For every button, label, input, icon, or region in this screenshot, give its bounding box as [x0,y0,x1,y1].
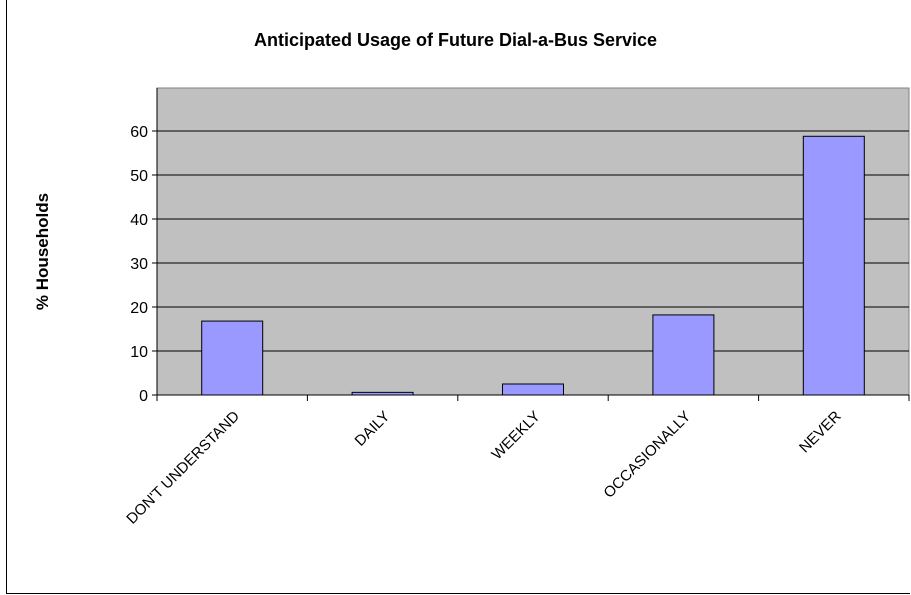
bar-3 [652,314,715,396]
chart-title: Anticipated Usage of Future Dial-a-Bus S… [253,30,658,50]
gridlines [157,130,909,352]
plot-area [156,87,910,396]
y-tick-label: 20 [130,300,148,317]
y-tick-labels: 0 10 20 30 40 50 60 [130,124,148,405]
x-tick-label: DAILY [352,408,394,450]
y-tick-label: 40 [130,212,148,229]
y-tick-label: 10 [130,344,148,361]
y-axis-title: % Households [33,193,52,310]
axes [152,88,910,401]
bar-0 [201,320,264,396]
y-tick-label: 0 [139,388,148,405]
x-tick-label: OCCASIONALLY [600,408,694,502]
x-tick-label: WEEKLY [488,408,543,463]
y-tick-label: 60 [130,124,148,141]
y-tick-label: 50 [130,168,148,185]
y-tick-label: 30 [130,256,148,273]
x-tick-label: DON'T UNDERSTAND [123,408,243,528]
bar-4 [802,135,865,396]
x-tick-labels: DON'T UNDERSTAND DAILY WEEKLY OCCASIONALLY N… [123,408,844,528]
x-tick-label: NEVER [796,408,845,457]
chart-frame [6,0,910,594]
bar-2 [502,383,564,396]
